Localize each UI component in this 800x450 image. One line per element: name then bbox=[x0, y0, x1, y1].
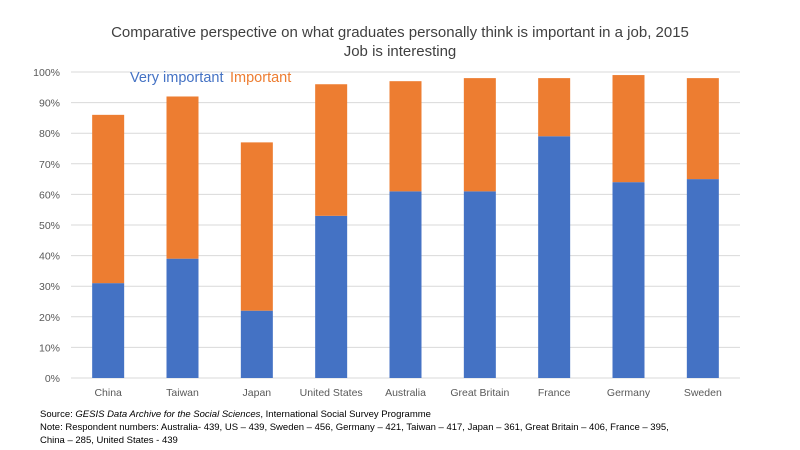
y-tick-label: 40% bbox=[39, 251, 60, 263]
bar-very-important bbox=[686, 179, 719, 378]
bar-important bbox=[538, 78, 571, 137]
bar-very-important bbox=[389, 191, 422, 378]
legend-very-important: Very important bbox=[130, 70, 224, 86]
y-tick-label: 60% bbox=[39, 189, 60, 201]
x-tick-label: Sweden bbox=[684, 387, 722, 399]
bar-important bbox=[612, 75, 645, 183]
x-tick-label: Australia bbox=[385, 387, 426, 399]
y-tick-label: 30% bbox=[39, 281, 60, 293]
bar-very-important bbox=[612, 182, 645, 378]
y-tick-label: 70% bbox=[39, 159, 60, 171]
bar-important bbox=[315, 84, 348, 216]
bar-important bbox=[240, 142, 273, 311]
y-tick-label: 20% bbox=[39, 312, 60, 324]
bar-very-important bbox=[463, 191, 496, 378]
bar-very-important bbox=[538, 136, 571, 378]
source-prefix: Source: bbox=[40, 409, 76, 420]
bar-important bbox=[389, 81, 422, 192]
y-tick-label: 100% bbox=[33, 67, 60, 79]
chart-subtitle: Job is interesting bbox=[343, 43, 457, 60]
bar-very-important bbox=[166, 258, 199, 378]
y-tick-label: 50% bbox=[39, 220, 60, 232]
respondent-note-2: China – 285, United States - 439 bbox=[40, 435, 178, 446]
x-tick-label: France bbox=[538, 387, 571, 399]
x-tick-label: Germany bbox=[607, 387, 651, 399]
y-tick-label: 0% bbox=[45, 373, 60, 385]
x-tick-label: Taiwan bbox=[166, 387, 199, 399]
legend-important: Important bbox=[230, 70, 292, 86]
bar-very-important bbox=[92, 283, 125, 378]
x-tick-label: Great Britain bbox=[450, 387, 509, 399]
x-tick-label: China bbox=[94, 387, 122, 399]
x-tick-label: United States bbox=[300, 387, 363, 399]
bar-very-important bbox=[240, 310, 273, 378]
y-tick-label: 80% bbox=[39, 128, 60, 140]
source-archive: GESIS Data Archive for the Social Scienc… bbox=[75, 409, 261, 420]
x-tick-label: Japan bbox=[243, 387, 272, 399]
bar-important bbox=[166, 96, 199, 259]
bar-very-important bbox=[315, 215, 348, 378]
y-tick-label: 90% bbox=[39, 98, 60, 110]
respondent-note-1: Note: Respondent numbers: Australia- 439… bbox=[40, 422, 669, 433]
y-tick-label: 10% bbox=[39, 342, 60, 354]
source-note: Source: GESIS Data Archive for the Socia… bbox=[40, 409, 431, 420]
bar-important bbox=[92, 114, 125, 284]
source-rest: , International Social Survey Programme bbox=[260, 409, 431, 420]
bar-important bbox=[686, 78, 719, 180]
chart-title: Comparative perspective on what graduate… bbox=[111, 24, 689, 41]
bar-important bbox=[463, 78, 496, 192]
